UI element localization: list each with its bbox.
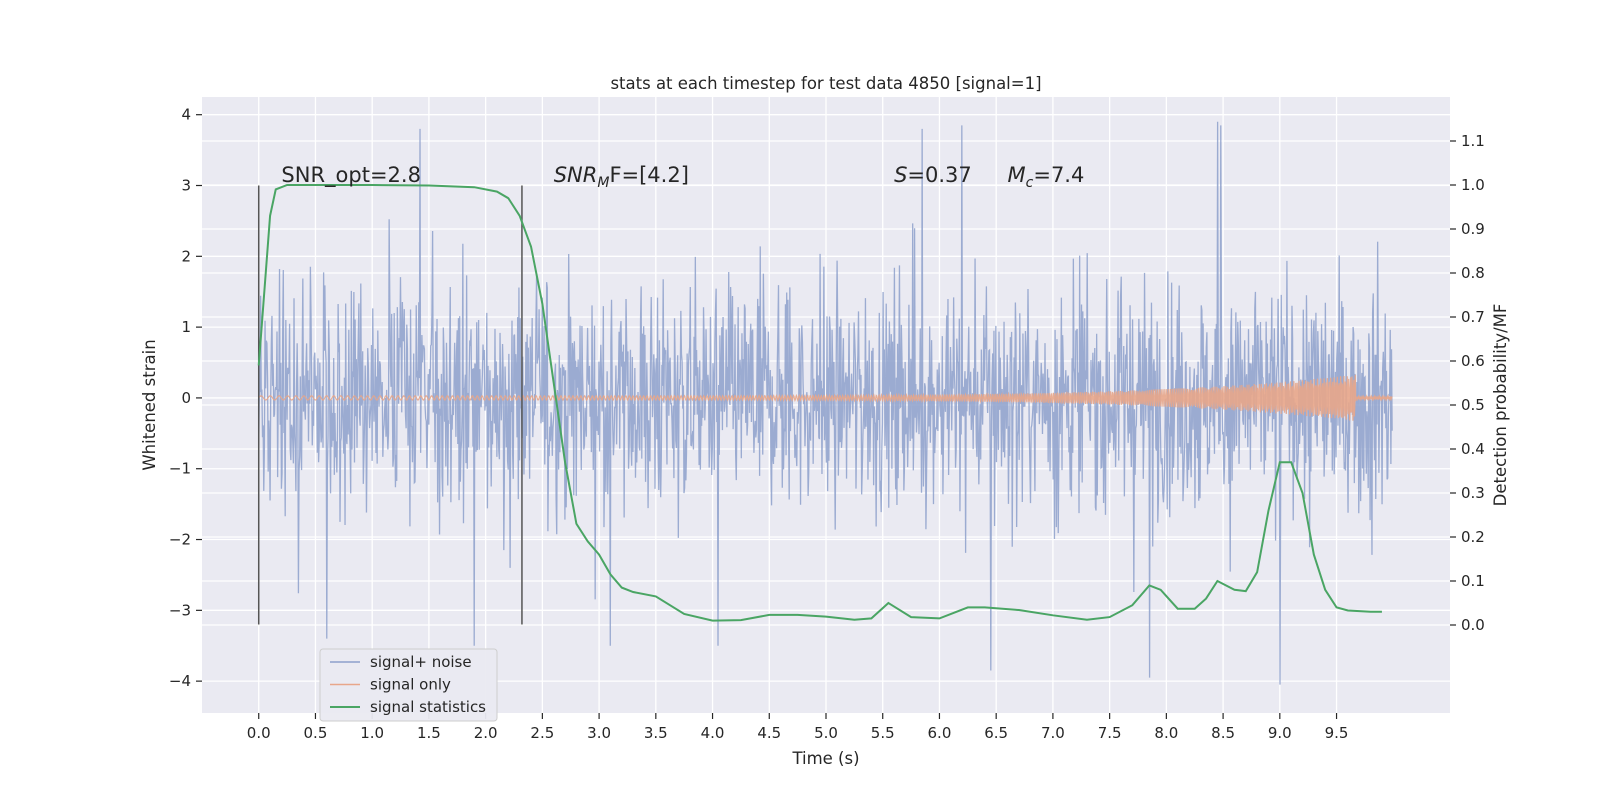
x-tick-label: 2.0 [474, 724, 498, 742]
y-tick-label: −4 [169, 672, 191, 690]
x-tick-label: 5.0 [814, 724, 838, 742]
annotation-subscript: M [597, 175, 609, 191]
y-axis-right-ticks: 1.1 1.0 0.9 0.8 0.7 0.6 0.5 0.4 0.3 0.2 0.1 0.0 [1450, 132, 1485, 634]
series-signal-only [258, 374, 1393, 421]
x-tick-label: 8.5 [1211, 724, 1235, 742]
y-right-tick-label: 0.9 [1461, 220, 1485, 238]
y-right-tick-label: 0.0 [1461, 616, 1485, 634]
legend-label: signal+ noise [370, 653, 472, 671]
x-tick-label: 3.5 [644, 724, 668, 742]
legend-label: signal statistics [370, 698, 486, 716]
x-tick-label: 1.0 [360, 724, 384, 742]
x-tick-label: 0.0 [247, 724, 271, 742]
y-right-tick-label: 0.3 [1461, 484, 1485, 502]
annotations: SNR_opt=2.8 SNRMF=[4.2] S=0.37 Mc=7.4 [281, 163, 1084, 191]
annotation-rest: =0.37 [907, 163, 971, 187]
x-tick-label: 6.5 [984, 724, 1008, 742]
legend-box [319, 648, 498, 722]
x-tick-label: 4.5 [757, 724, 781, 742]
x-tick-label: 9.0 [1268, 724, 1292, 742]
x-tick-label: 7.0 [1041, 724, 1065, 742]
annotation-rest: F=[4.2] [609, 163, 688, 187]
chart-title: stats at each timestep for test data 485… [610, 74, 1041, 93]
series-signal-noise [258, 121, 1393, 685]
y-tick-label: −3 [169, 601, 191, 619]
x-tick-label: 6.0 [928, 724, 952, 742]
statistics-line [257, 184, 1382, 622]
vertical-markers [257, 185, 523, 625]
annotation-text: SNRMF=[4.2] [554, 163, 689, 191]
y-tick-label: 3 [181, 177, 191, 195]
y-tick-label: −2 [169, 531, 191, 549]
x-tick-label: 9.5 [1325, 724, 1349, 742]
y-tick-label: 0 [181, 389, 191, 407]
annotation-rest: =7.4 [1033, 163, 1084, 187]
y-tick-label: −1 [169, 460, 191, 478]
y-axis-ticks: 4 3 2 1 0 −1 −2 −3 −4 [169, 106, 202, 690]
annotation-base: M [1008, 163, 1026, 187]
y-right-tick-label: 1.0 [1461, 176, 1485, 194]
x-tick-label: 1.5 [417, 724, 441, 742]
noise-trace [258, 121, 1393, 685]
y-axis-label: Whitened strain [140, 339, 159, 470]
y-right-tick-label: 0.2 [1461, 528, 1485, 546]
x-tick-label: 2.5 [530, 724, 554, 742]
y-right-tick-label: 0.5 [1461, 396, 1485, 414]
x-tick-label: 3.0 [587, 724, 611, 742]
x-tick-label: 0.5 [304, 724, 328, 742]
annotation-text: Mc=7.4 [1008, 163, 1085, 191]
y-right-tick-label: 0.4 [1461, 440, 1485, 458]
x-axis-ticks: 0.0 0.5 1.0 1.5 2.0 2.5 3.0 3.5 4.0 4.5 5.0 5.5 6.0 6… [247, 713, 1349, 742]
series-signal-statistics [257, 184, 1382, 622]
y-axis-right-label: Detection probability/MF [1491, 304, 1510, 507]
annotation-base: S [894, 163, 907, 187]
x-tick-label: 5.5 [871, 724, 895, 742]
y-tick-label: 1 [181, 318, 191, 336]
annotation-subscript: c [1026, 175, 1034, 191]
legend: signal+ noise signal only signal statistic… [319, 648, 498, 722]
y-right-tick-label: 0.7 [1461, 308, 1485, 326]
x-tick-label: 4.0 [701, 724, 725, 742]
x-axis-label: Time (s) [791, 749, 859, 768]
y-tick-label: 4 [181, 106, 191, 124]
y-right-tick-label: 0.8 [1461, 264, 1485, 282]
signal-only-trace [258, 374, 1393, 421]
y-right-tick-label: 0.1 [1461, 572, 1485, 590]
x-tick-label: 7.5 [1098, 724, 1122, 742]
x-tick-label: 8.0 [1154, 724, 1178, 742]
y-tick-label: 2 [181, 247, 191, 265]
y-right-tick-label: 0.6 [1461, 352, 1485, 370]
legend-label: signal only [370, 676, 451, 694]
annotation-text: SNR_opt=2.8 [281, 163, 421, 188]
annotation-base: SNR [554, 163, 598, 187]
annotation-text: S=0.37 [894, 163, 972, 187]
y-right-tick-label: 1.1 [1461, 132, 1485, 150]
